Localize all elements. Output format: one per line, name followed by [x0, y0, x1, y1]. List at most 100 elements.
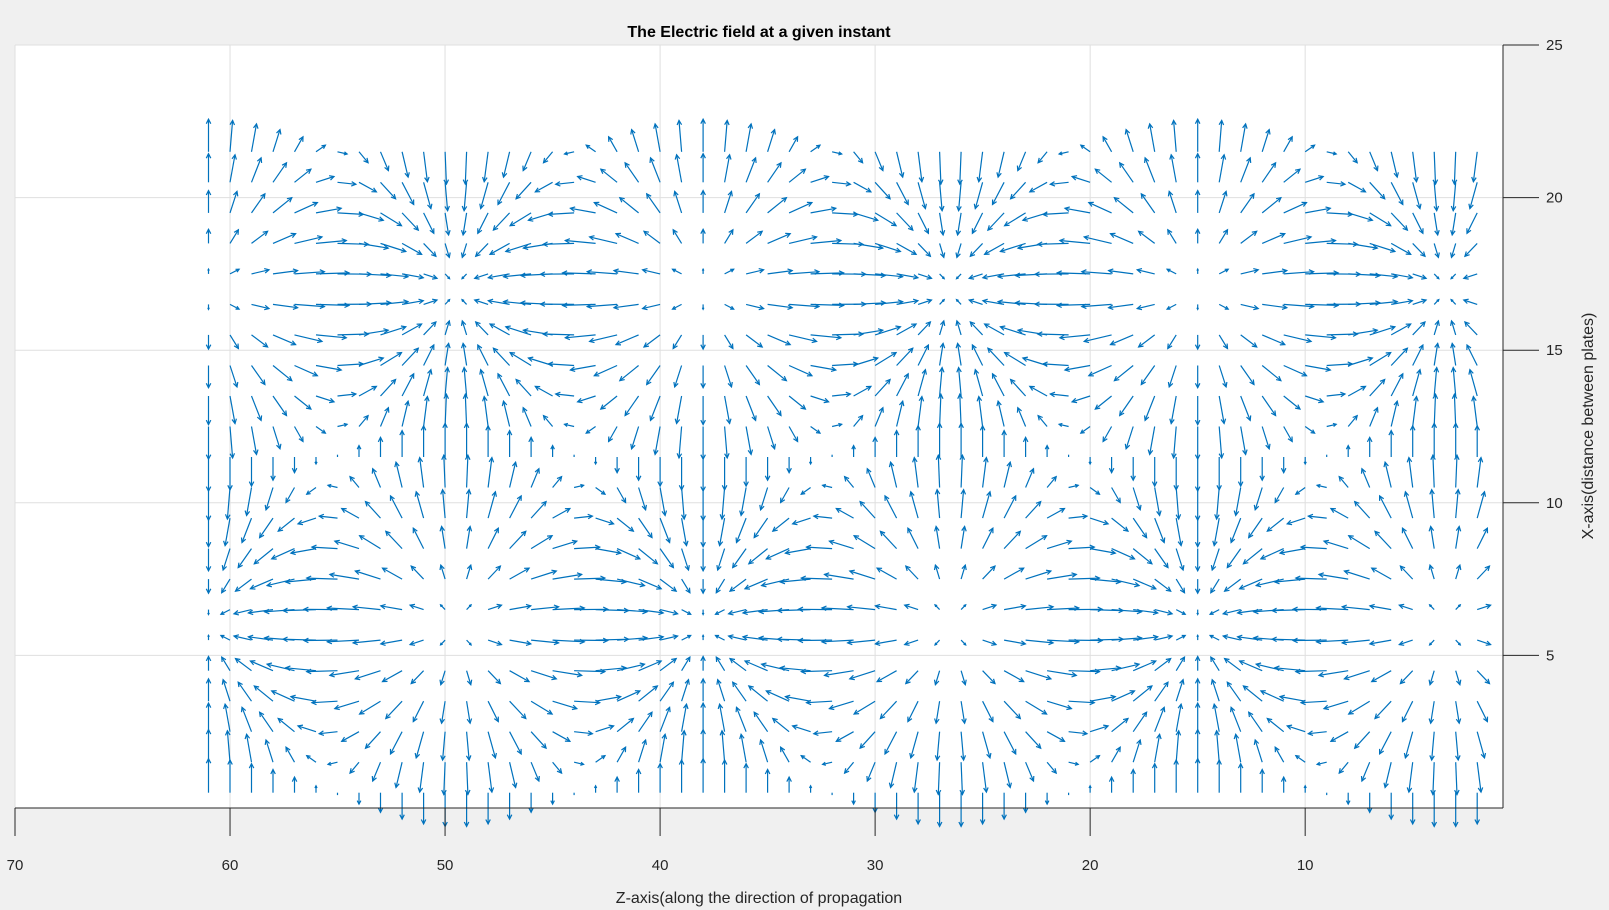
field-arrow: [1431, 792, 1438, 828]
field-arrow: [939, 342, 946, 366]
field-arrow: [973, 182, 984, 210]
field-arrow: [1089, 548, 1117, 556]
field-arrow: [232, 609, 252, 616]
field-arrow: [676, 119, 683, 152]
field-arrow: [595, 694, 622, 702]
field-arrow: [745, 303, 765, 311]
field-arrow: [221, 655, 231, 672]
field-arrow: [1118, 161, 1134, 183]
field-arrow: [394, 460, 403, 488]
field-arrow: [1266, 517, 1285, 533]
field-arrow: [724, 395, 732, 425]
field-arrow: [1132, 660, 1158, 672]
field-arrow: [443, 392, 450, 427]
field-arrow: [444, 319, 451, 336]
field-arrow: [205, 396, 212, 426]
field-arrow: [659, 733, 668, 763]
field-arrow: [585, 303, 618, 310]
field-arrow: [874, 151, 884, 172]
field-arrow: [767, 395, 782, 417]
field-arrow: [1236, 634, 1263, 641]
field-arrow: [477, 212, 489, 235]
field-arrow: [264, 738, 274, 763]
field-arrow: [333, 700, 360, 711]
field-arrow: [466, 639, 472, 646]
field-arrow: [614, 775, 620, 793]
field-arrow: [884, 494, 898, 519]
field-arrow: [630, 426, 640, 451]
field-arrow: [800, 754, 811, 763]
field-arrow: [1378, 494, 1392, 519]
field-arrow: [1305, 238, 1337, 244]
field-arrow: [673, 365, 683, 389]
field-arrow: [272, 395, 288, 417]
field-arrow: [328, 572, 360, 580]
field-arrow: [1360, 467, 1371, 488]
field-arrow: [728, 657, 747, 672]
field-arrow: [1094, 395, 1112, 410]
field-arrow: [1003, 530, 1022, 550]
field-arrow: [1194, 426, 1201, 461]
field-arrow: [1173, 457, 1179, 492]
field-arrow: [1144, 395, 1156, 422]
field-arrow: [896, 242, 918, 255]
field-arrow: [1273, 578, 1306, 585]
field-arrow: [1214, 487, 1220, 521]
field-arrow: [1368, 603, 1392, 611]
field-arrow: [1285, 517, 1306, 526]
field-arrow: [272, 232, 297, 244]
field-arrow: [753, 517, 769, 539]
field-arrow: [251, 192, 266, 214]
field-arrow: [937, 392, 944, 427]
field-arrow: [380, 351, 403, 367]
field-arrow: [907, 527, 919, 549]
field-arrow: [1305, 175, 1325, 183]
field-arrow: [1403, 731, 1414, 760]
field-arrow: [466, 603, 472, 611]
field-arrow: [1455, 525, 1462, 549]
field-arrow: [1016, 406, 1027, 427]
field-arrow: [1089, 694, 1117, 702]
field-arrow: [552, 731, 572, 742]
field-arrow: [996, 299, 1026, 305]
field-arrow: [659, 548, 675, 569]
field-arrow: [714, 634, 725, 641]
field-arrow: [874, 639, 897, 646]
field-arrow: [1454, 453, 1460, 488]
field-arrow: [1388, 429, 1395, 457]
field-arrow: [284, 665, 317, 672]
field-arrow: [700, 365, 706, 389]
field-arrow: [618, 365, 639, 382]
field-arrow: [810, 334, 843, 341]
field-arrow: [1261, 365, 1282, 382]
field-arrow: [234, 578, 252, 593]
field-arrow: [1154, 487, 1162, 517]
field-arrow: [1022, 792, 1029, 814]
field-arrow: [1403, 490, 1414, 519]
field-arrow: [1345, 444, 1351, 457]
field-arrow: [1079, 144, 1091, 153]
field-arrow: [1283, 201, 1308, 214]
field-arrow: [1047, 670, 1078, 678]
field-arrow: [851, 792, 856, 806]
field-arrow: [1390, 242, 1412, 255]
field-arrow: [859, 731, 876, 750]
field-arrow: [401, 323, 423, 336]
field-arrow: [764, 768, 771, 793]
field-arrow: [1283, 426, 1293, 443]
field-arrow: [616, 746, 627, 763]
field-arrow: [747, 685, 768, 702]
field-arrow: [1144, 156, 1156, 183]
field-arrow: [700, 655, 706, 671]
field-arrow: [380, 325, 408, 336]
field-arrow: [531, 604, 560, 611]
field-arrow: [1348, 356, 1374, 367]
field-arrow: [1107, 268, 1134, 275]
field-arrow: [996, 273, 1026, 280]
field-arrow: [248, 457, 255, 488]
field-arrow: [1154, 517, 1166, 544]
field-arrow: [1221, 609, 1241, 616]
field-arrow: [1003, 460, 1012, 488]
field-arrow: [681, 517, 689, 547]
field-arrow: [903, 603, 919, 611]
